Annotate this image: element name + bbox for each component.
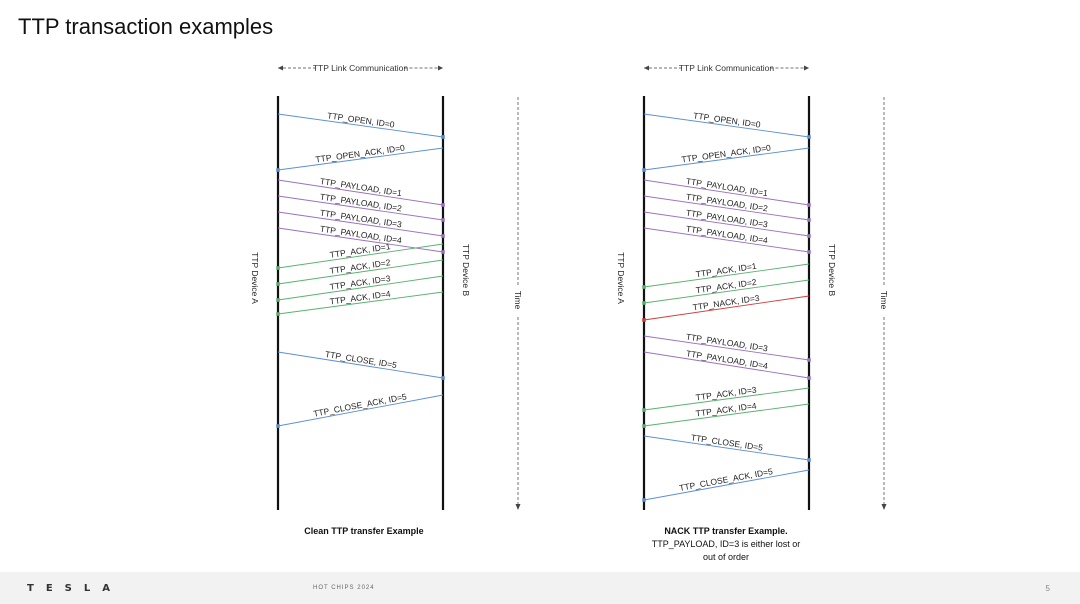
message-arrow xyxy=(643,435,810,461)
message-label: TTP_OPEN, ID=0 xyxy=(693,110,762,129)
message-arrow xyxy=(277,394,444,427)
link-arrow-right-icon xyxy=(804,65,809,71)
nack-transfer-diagram: TTP Link Communication TTP Device A TTP De… xyxy=(616,63,889,562)
message-arrow xyxy=(277,243,444,269)
message-label: TTP_OPEN_ACK, ID=0 xyxy=(315,143,406,165)
message-label: TTP_NACK, ID=3 xyxy=(692,293,760,313)
sequence-diagrams: TTP Link Communication TTP Device A TTP De… xyxy=(250,63,889,562)
message-arrow xyxy=(277,259,444,285)
time-label-bg xyxy=(513,285,523,315)
message-arrow xyxy=(643,227,810,253)
message-arrowhead-icon xyxy=(642,168,646,172)
message-arrow xyxy=(643,387,810,411)
message-arrowhead-icon xyxy=(441,135,445,139)
link-label: TTP Link Communication xyxy=(313,63,409,73)
message-arrowhead-icon xyxy=(642,424,646,428)
message-label: TTP_CLOSE, ID=5 xyxy=(690,432,763,452)
message-arrow xyxy=(643,179,810,206)
time-label: Time xyxy=(513,291,523,310)
time-label: Time xyxy=(879,291,889,310)
clean-transfer-diagram: TTP Link Communication TTP Device A TTP De… xyxy=(250,63,523,536)
message-label: TTP_ACK, ID=2 xyxy=(695,277,757,295)
message-arrowhead-icon xyxy=(276,424,280,428)
message-arrow xyxy=(643,295,810,321)
device-b-label: TTP Device B xyxy=(827,244,837,297)
message-arrow xyxy=(277,113,444,138)
message-arrowhead-icon xyxy=(807,358,811,362)
message-label: TTP_ACK, ID=1 xyxy=(695,261,757,279)
page-number: 5 xyxy=(1045,584,1050,593)
device-a-label: TTP Device A xyxy=(616,252,626,304)
message-arrowhead-icon xyxy=(441,376,445,380)
message-arrowhead-icon xyxy=(642,498,646,502)
time-arrow-icon xyxy=(881,504,887,510)
link-arrow-left-icon xyxy=(278,65,283,71)
message-arrow xyxy=(277,195,444,221)
message-arrowhead-icon xyxy=(642,301,646,305)
message-arrow xyxy=(643,147,810,171)
message-arrow xyxy=(277,275,444,301)
message-arrowhead-icon xyxy=(276,282,280,286)
message-arrowhead-icon xyxy=(807,458,811,462)
message-arrow xyxy=(643,403,810,427)
message-arrowhead-icon xyxy=(441,218,445,222)
message-label: TTP_ACK, ID=3 xyxy=(695,384,757,402)
message-arrow xyxy=(643,279,810,304)
message-arrowhead-icon xyxy=(642,285,646,289)
message-arrowhead-icon xyxy=(441,250,445,254)
message-arrow xyxy=(277,147,444,171)
message-arrow xyxy=(277,291,444,315)
message-label: TTP_CLOSE_ACK, ID=5 xyxy=(678,466,773,493)
time-arrow-icon xyxy=(515,504,521,510)
message-label: TTP_CLOSE_ACK, ID=5 xyxy=(312,391,407,418)
device-b-label: TTP Device B xyxy=(461,244,471,297)
message-arrowhead-icon xyxy=(807,234,811,238)
message-arrow xyxy=(277,351,444,379)
message-arrow xyxy=(277,211,444,237)
message-label: TTP_ACK, ID=4 xyxy=(695,400,757,418)
diagram-caption: out of order xyxy=(703,552,749,562)
device-a-label: TTP Device A xyxy=(250,252,260,304)
message-arrowhead-icon xyxy=(807,376,811,380)
time-label-bg xyxy=(879,285,889,315)
message-arrowhead-icon xyxy=(807,135,811,139)
message-arrow xyxy=(643,211,810,237)
event-name: HOT CHIPS 2024 xyxy=(313,585,375,591)
slide-title: TTP transaction examples xyxy=(18,14,274,39)
message-arrowhead-icon xyxy=(276,312,280,316)
message-arrow xyxy=(643,113,810,138)
message-arrowhead-icon xyxy=(276,298,280,302)
message-arrow xyxy=(643,351,810,379)
message-arrow xyxy=(277,179,444,206)
diagram-caption: Clean TTP transfer Example xyxy=(304,526,423,536)
message-arrowhead-icon xyxy=(276,168,280,172)
message-arrowhead-icon xyxy=(276,266,280,270)
message-arrow xyxy=(643,335,810,361)
link-label: TTP Link Communication xyxy=(679,63,775,73)
message-arrowhead-icon xyxy=(807,250,811,254)
diagram-caption: NACK TTP transfer Example. xyxy=(664,526,787,536)
message-arrowhead-icon xyxy=(642,318,646,322)
message-arrowhead-icon xyxy=(642,408,646,412)
message-arrowhead-icon xyxy=(441,203,445,207)
link-arrow-right-icon xyxy=(438,65,443,71)
footer: TESLA HOT CHIPS 2024 5 xyxy=(0,572,1080,604)
message-arrow xyxy=(643,195,810,221)
message-arrow xyxy=(643,263,810,288)
message-arrowhead-icon xyxy=(807,218,811,222)
message-label: TTP_OPEN, ID=0 xyxy=(327,110,396,129)
message-arrowhead-icon xyxy=(807,203,811,207)
tesla-logo: TESLA xyxy=(27,583,122,594)
message-label: TTP_CLOSE, ID=5 xyxy=(324,349,397,370)
message-label: TTP_ACK, ID=1 xyxy=(329,241,391,260)
message-arrow xyxy=(643,469,810,501)
diagram-caption: TTP_PAYLOAD, ID=3 is either lost or xyxy=(652,539,800,549)
message-label: TTP_OPEN_ACK, ID=0 xyxy=(681,143,772,165)
message-label: TTP_ACK, ID=2 xyxy=(329,257,391,276)
message-arrowhead-icon xyxy=(441,234,445,238)
link-arrow-left-icon xyxy=(644,65,649,71)
